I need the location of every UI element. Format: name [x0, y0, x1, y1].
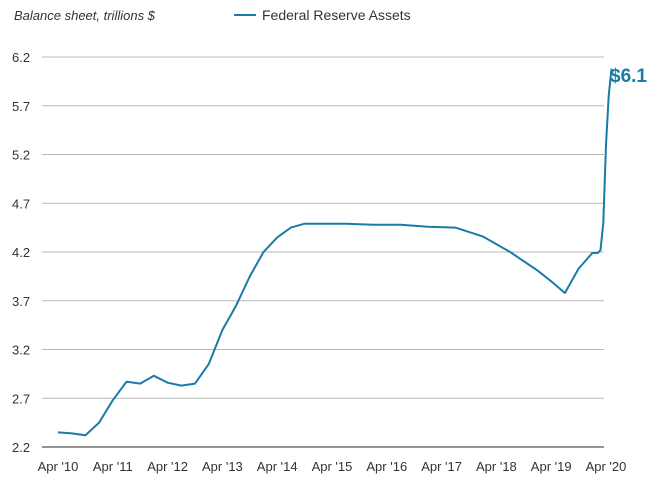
x-tick-label: Apr '13 [202, 459, 243, 474]
x-tick-label: Apr '18 [476, 459, 517, 474]
x-tick-label: Apr '14 [257, 459, 298, 474]
y-tick-label: 5.7 [12, 99, 30, 114]
y-tick-label: 3.2 [12, 343, 30, 358]
x-tick-label: Apr '15 [312, 459, 353, 474]
x-axis-ticks: Apr '10 Apr '11 Apr '12 Apr '13 Apr '14 Apr '… [38, 459, 627, 474]
x-tick-label: Apr '20 [586, 459, 627, 474]
y-tick-label: 2.7 [12, 391, 30, 406]
x-tick-label: Apr '12 [147, 459, 188, 474]
y-tick-label: 3.7 [12, 294, 30, 309]
y-tick-label: 4.2 [12, 245, 30, 260]
y-axis-ticks: 2.2 2.7 3.2 3.7 4.2 4.7 5.2 5.7 6.2 [12, 50, 30, 455]
x-tick-label: Apr '19 [531, 459, 572, 474]
end-value-label: $6.1 [610, 66, 647, 87]
x-tick-label: Apr '10 [38, 459, 79, 474]
y-axis-title: Balance sheet, trillions $ [14, 8, 156, 23]
legend-label: Federal Reserve Assets [262, 7, 411, 23]
x-tick-label: Apr '11 [93, 459, 133, 474]
x-tick-label: Apr '16 [366, 459, 407, 474]
y-tick-label: 5.2 [12, 148, 30, 163]
grid [42, 56, 604, 448]
y-tick-label: 2.2 [12, 440, 30, 455]
x-tick-label: Apr '17 [421, 459, 462, 474]
series-line-federal-reserve-assets [57, 68, 613, 437]
y-tick-label: 4.7 [12, 196, 30, 211]
y-tick-label: 6.2 [12, 50, 30, 65]
